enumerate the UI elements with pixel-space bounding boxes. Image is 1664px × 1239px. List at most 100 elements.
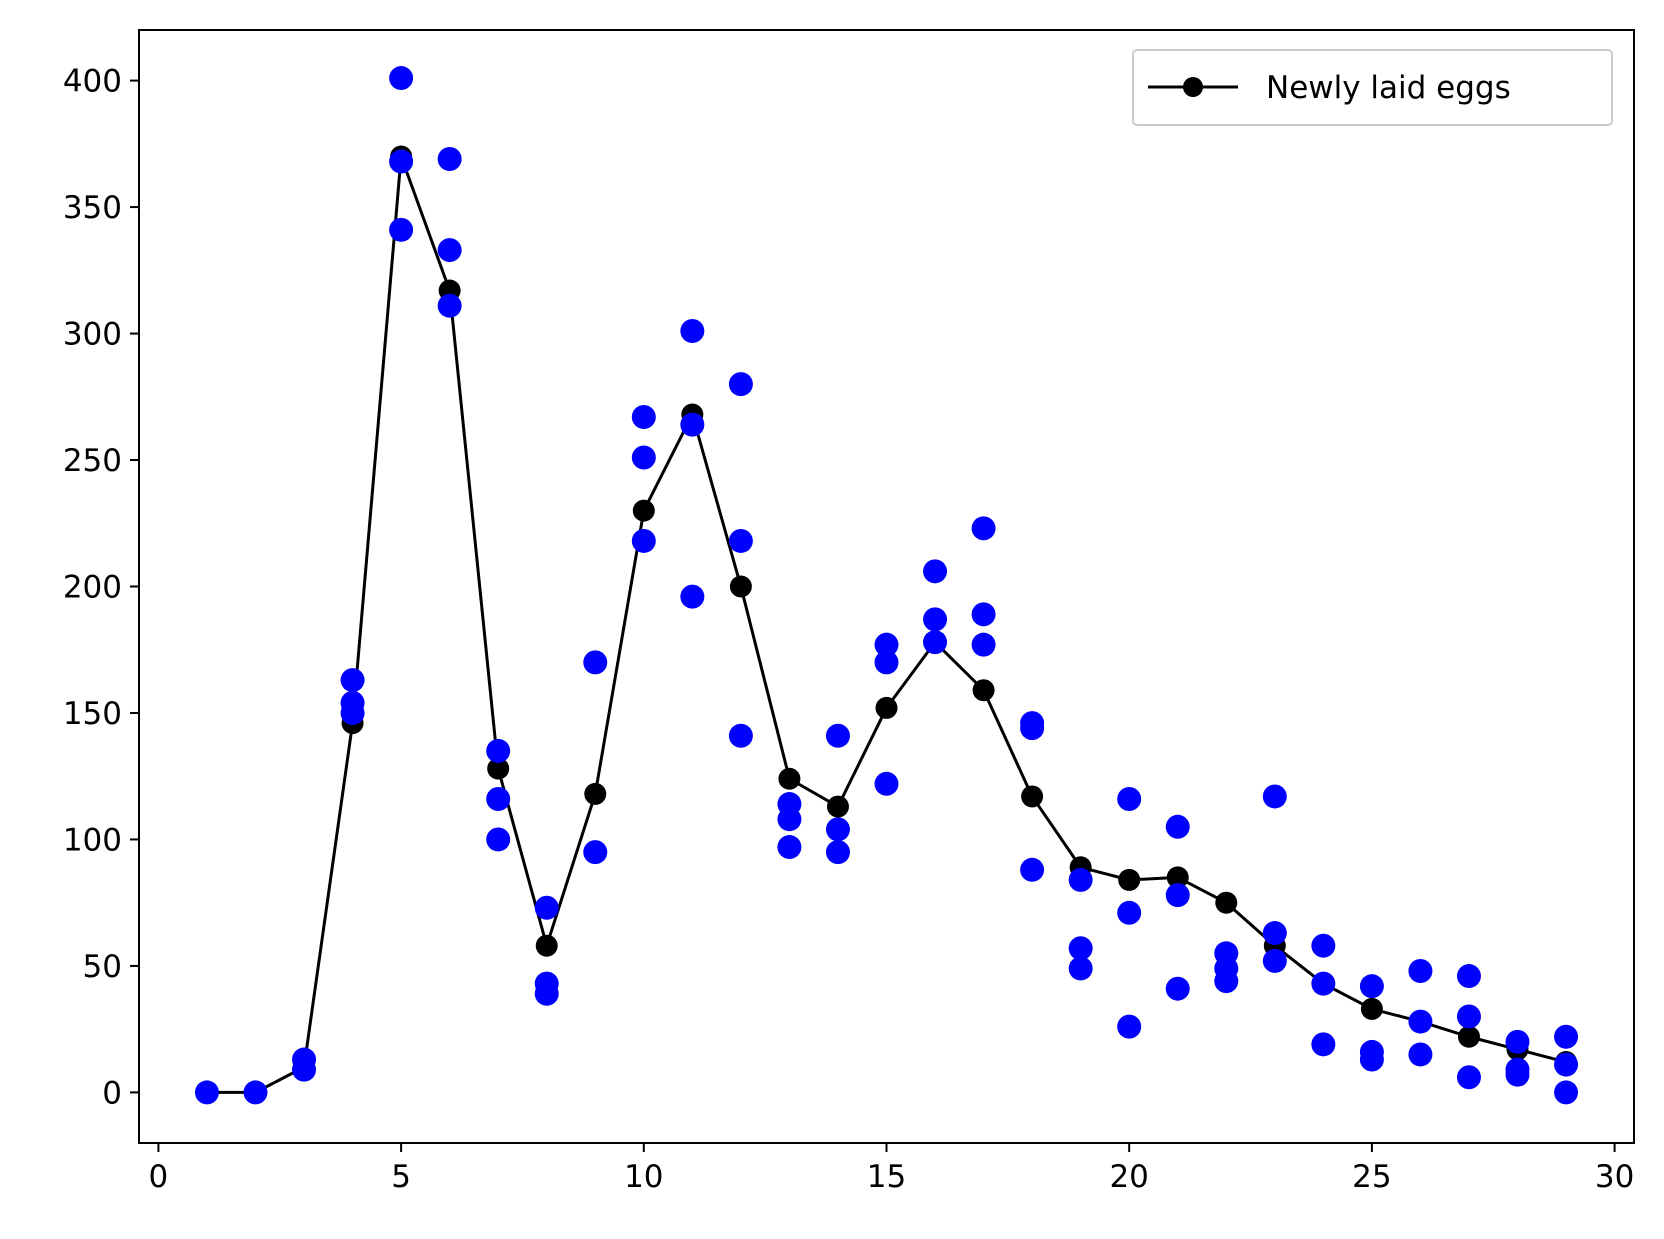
x-tick-label: 0	[149, 1159, 169, 1195]
scatter-point	[486, 827, 511, 852]
scatter-point	[777, 835, 802, 860]
scatter-point	[680, 412, 705, 437]
scatter-point	[1311, 971, 1336, 996]
scatter-point	[923, 630, 948, 655]
scatter-point	[971, 602, 996, 627]
scatter-point	[1214, 969, 1239, 994]
line-point	[826, 795, 849, 818]
plot-area	[194, 66, 1579, 1105]
y-tick-label: 250	[63, 443, 122, 479]
scatter-point	[389, 217, 414, 242]
line-point	[1457, 1025, 1480, 1048]
y-tick-label: 400	[63, 64, 122, 100]
scatter-point	[874, 771, 899, 796]
scatter-point	[1554, 1052, 1579, 1077]
line-point	[632, 499, 655, 522]
x-axis: 0 5 10 15 20 25 30	[149, 1143, 1634, 1195]
scatter-point	[1068, 956, 1093, 981]
scatter-point	[1068, 936, 1093, 961]
line-point	[778, 767, 801, 790]
scatter-point	[680, 319, 705, 344]
scatter-point	[1117, 900, 1142, 925]
scatter-point	[1554, 1024, 1579, 1049]
x-tick-label: 5	[391, 1159, 411, 1195]
scatter-point	[486, 786, 511, 811]
scatter-point	[728, 372, 753, 397]
scatter-point	[243, 1080, 268, 1105]
scatter-point	[1165, 814, 1190, 839]
y-tick-label: 0	[102, 1075, 122, 1111]
scatter-point	[340, 700, 365, 725]
scatter-point	[631, 528, 656, 553]
scatter-point	[825, 840, 850, 865]
scatter-point	[923, 607, 948, 632]
scatter-point	[874, 632, 899, 657]
x-tick-label: 25	[1352, 1159, 1391, 1195]
y-tick-label: 300	[63, 317, 122, 353]
y-axis: 0 50 100 150 200 250 300 350 400	[63, 64, 139, 1111]
line-point	[535, 934, 558, 957]
scatter-point	[194, 1080, 219, 1105]
line-point	[1215, 891, 1238, 914]
scatter-point	[728, 723, 753, 748]
scatter-point	[1020, 857, 1045, 882]
line-point	[1166, 866, 1189, 889]
y-tick-label: 100	[63, 822, 122, 858]
line-point	[1360, 997, 1383, 1020]
scatter-point	[1262, 784, 1287, 809]
x-tick-label: 30	[1595, 1159, 1634, 1195]
scatter-point	[1456, 964, 1481, 989]
legend-marker-swatch	[1183, 77, 1203, 97]
scatter-point	[1117, 786, 1142, 811]
scatter-point	[1408, 958, 1433, 983]
scatter-point	[1554, 1080, 1579, 1105]
scatter-point	[389, 66, 414, 91]
line-point	[487, 757, 510, 780]
x-tick-label: 15	[867, 1159, 906, 1195]
scatter-point	[1068, 867, 1093, 892]
x-tick-label: 20	[1109, 1159, 1148, 1195]
scatter-point	[1456, 1065, 1481, 1090]
scatter-point	[923, 559, 948, 584]
scatter-point	[631, 445, 656, 470]
legend-label: Newly laid eggs	[1266, 70, 1511, 106]
scatter-point	[1505, 1029, 1530, 1054]
legend: Newly laid eggs	[1132, 49, 1613, 126]
scatter-point	[631, 405, 656, 430]
scatter-point	[437, 147, 462, 172]
line-point	[972, 679, 995, 702]
scatter-point	[583, 840, 608, 865]
scatter-point	[1456, 1004, 1481, 1029]
scatter-point	[825, 723, 850, 748]
line-point	[1118, 868, 1141, 891]
scatter-point	[1311, 1032, 1336, 1057]
scatter-point	[825, 817, 850, 842]
scatter-point	[437, 238, 462, 263]
line-point	[1021, 785, 1044, 808]
scatter-point	[971, 632, 996, 657]
x-tick-label: 10	[624, 1159, 663, 1195]
scatter-point	[1117, 1014, 1142, 1039]
scatter-point	[1262, 921, 1287, 946]
scatter-point	[1165, 976, 1190, 1001]
scatter-point	[728, 528, 753, 553]
scatter-point	[1408, 1009, 1433, 1034]
line-point	[729, 575, 752, 598]
y-tick-label: 50	[83, 949, 122, 985]
scatter-point	[340, 668, 365, 693]
scatter-point	[874, 650, 899, 675]
scatter-point	[1165, 883, 1190, 908]
scatter-point	[534, 895, 559, 920]
scatter-point	[1262, 948, 1287, 973]
scatter-point	[1359, 1047, 1384, 1072]
y-tick-label: 200	[63, 570, 122, 606]
scatter-point	[1359, 974, 1384, 999]
scatter-point	[1408, 1042, 1433, 1067]
scatter-point	[1505, 1062, 1530, 1087]
scatter-point	[1020, 716, 1045, 741]
scatter-point	[1311, 933, 1336, 958]
scatter-point	[971, 516, 996, 541]
y-tick-label: 150	[63, 696, 122, 732]
